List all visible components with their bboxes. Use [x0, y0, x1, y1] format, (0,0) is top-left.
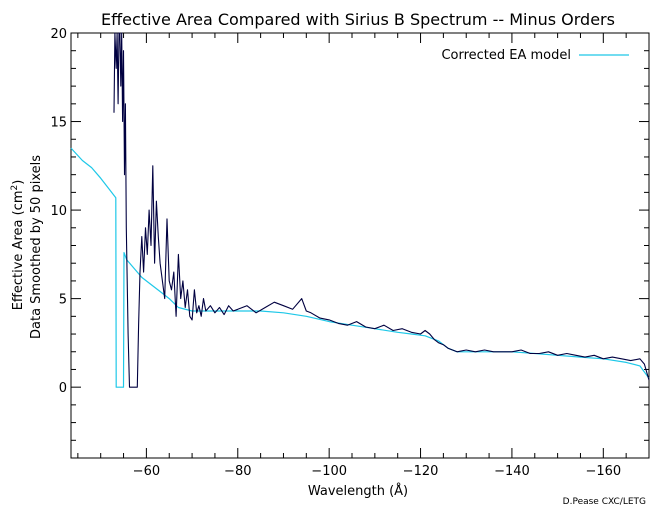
plot-frame [70, 32, 650, 459]
x-axis-ticks: −60 −80 −100 −120 −140 −160 [77, 33, 650, 479]
y-axis-label-main: Effective Area (cm [11, 191, 26, 311]
credit-text: D.Pease CXC/LETG [563, 497, 646, 507]
x-tick-label: −60 [133, 464, 160, 479]
y-axis-label-line1: Effective Area (cm2) [10, 180, 26, 311]
y-tick-label: 20 [50, 27, 67, 42]
y-axis-label-superscript: 2 [10, 185, 20, 191]
series-line-corrected-ea-model [70, 147, 650, 388]
chart-title: Effective Area Compared with Sirius B Sp… [101, 10, 615, 29]
x-tick-label: −120 [403, 464, 439, 479]
x-tick-label: −160 [585, 464, 621, 479]
series-layer [70, 32, 650, 388]
y-axis-label-line2: Data Smoothed by 50 pixels [29, 155, 44, 339]
y-tick-label: 15 [50, 116, 67, 131]
y-tick-label: 5 [59, 293, 67, 308]
y-tick-label: 10 [50, 204, 67, 219]
x-tick-label: −100 [311, 464, 347, 479]
x-tick-label: −80 [224, 464, 251, 479]
y-axis-ticks: 0 5 10 15 20 [50, 27, 649, 459]
series-line-sirius-b-spectrum [113, 32, 650, 388]
x-axis-label: Wavelength (Å) [308, 483, 408, 499]
legend: Corrected EA model [441, 48, 629, 63]
x-tick-label: −140 [494, 464, 530, 479]
legend-label-corrected-ea-model: Corrected EA model [441, 48, 571, 63]
y-tick-label: 0 [59, 381, 67, 396]
y-axis-label-close: ) [11, 180, 26, 185]
